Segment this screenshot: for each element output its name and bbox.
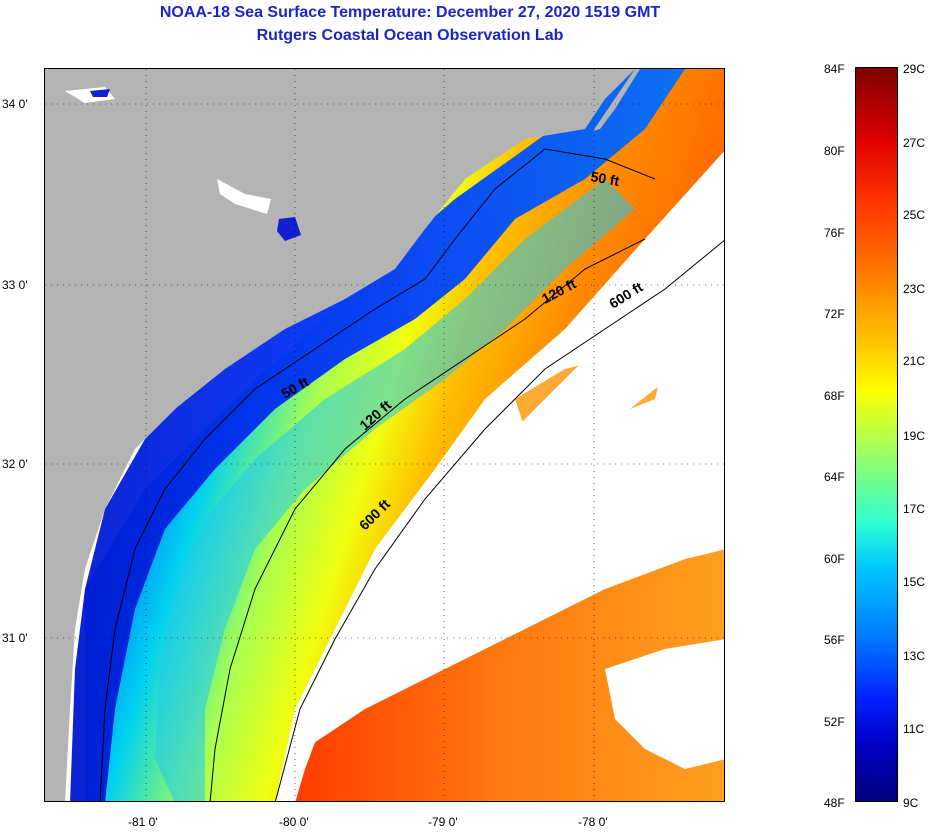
land: [45, 69, 635, 801]
gulf-stream-warm-water: [285, 549, 724, 801]
map-subtitle: Rutgers Coastal Ocean Observation Lab: [256, 27, 564, 44]
latitude-label: 32 0': [2, 457, 28, 471]
lake: [90, 89, 110, 97]
longitude-label: -81 0': [128, 815, 158, 829]
longitude-label: -79 0': [428, 815, 458, 829]
colorbar-c-label: 25C: [903, 208, 926, 222]
colorbar-f-label: 76F: [824, 226, 845, 240]
contour-label: 50 ft: [589, 168, 620, 189]
colorbar-f-label: 84F: [824, 62, 845, 76]
map-title: NOAA-18 Sea Surface Temperature: Decembe…: [159, 4, 661, 21]
longitude-label: -78 0': [578, 815, 608, 829]
colorbar-c-label: 13C: [903, 649, 926, 663]
colorbar-f-label: 56F: [824, 633, 845, 647]
sst-map-canvas: 50 ft 50 ft 120 ft 120 ft 600 ft 600 ft: [45, 69, 724, 801]
contour-600ft: [275, 239, 724, 801]
cloud-cover: [605, 639, 724, 769]
colorbar-c-label: 29C: [903, 62, 926, 76]
temperature-colorbar: [855, 67, 898, 802]
lake: [277, 217, 301, 241]
longitude-label: -80 0': [279, 815, 309, 829]
cloud-cover: [285, 154, 724, 801]
transition-water: [155, 179, 635, 801]
colorbar-c-label: 21C: [903, 354, 926, 368]
lake: [217, 179, 271, 214]
cloud-cover: [345, 351, 724, 679]
colorbar-c-label: 15C: [903, 575, 926, 589]
latitude-label: 31 0': [2, 631, 28, 645]
sst-map: 50 ft 50 ft 120 ft 120 ft 600 ft 600 ft: [44, 68, 725, 802]
colorbar-f-label: 48F: [824, 796, 845, 810]
contour-120ft: [209, 238, 646, 801]
colorbar-c-label: 19C: [903, 429, 926, 443]
colorbar-c-label: 9C: [903, 796, 919, 810]
colorbar-f-label: 68F: [824, 389, 845, 403]
colorbar-f-label: 60F: [824, 552, 845, 566]
colorbar-c-label: 23C: [903, 282, 926, 296]
latitude-label: 33 0': [2, 278, 28, 292]
latitude-label: 34 0': [2, 97, 28, 111]
nearshore-cold-water: [70, 69, 685, 801]
land: [593, 69, 640, 131]
graticule: [45, 69, 724, 801]
colorbar-c-label: 27C: [903, 136, 926, 150]
colorbar-c-label: 17C: [903, 502, 926, 516]
colorbar-c-label: 11C: [903, 722, 925, 736]
colorbar-f-label: 80F: [824, 144, 845, 158]
contour-50ft: [99, 148, 656, 801]
colorbar-f-label: 64F: [824, 470, 845, 484]
colorbar-f-label: 52F: [824, 715, 845, 729]
colorbar-f-label: 72F: [824, 307, 845, 321]
